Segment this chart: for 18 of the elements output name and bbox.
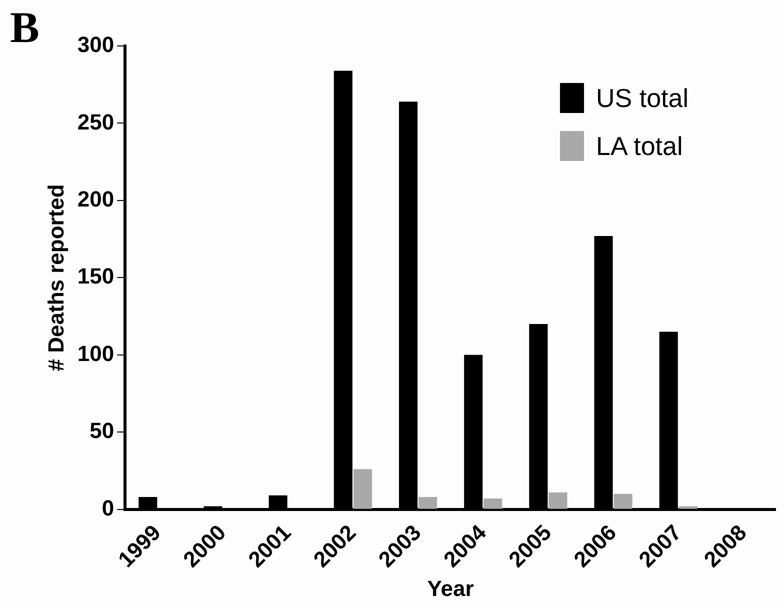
chart-title: B — [10, 2, 40, 53]
bar — [548, 492, 568, 509]
bar — [418, 496, 438, 509]
x-axis-title: Year — [427, 576, 474, 601]
y-tick-label: 200 — [77, 186, 114, 212]
bar — [678, 506, 698, 509]
y-tick-label: 150 — [77, 264, 114, 289]
y-tick-label: 100 — [77, 340, 114, 366]
y-tick-label: 300 — [77, 32, 114, 58]
y-axis-title: # Deaths reported — [43, 184, 68, 372]
bar — [353, 469, 372, 509]
y-tick-label: 0 — [102, 495, 114, 520]
legend-label: LA total — [596, 130, 683, 162]
bar — [614, 494, 632, 509]
legend-label: US total — [596, 82, 688, 114]
bar — [484, 498, 502, 509]
y-tick-label: 50 — [90, 418, 114, 444]
y-tick-label: 250 — [77, 109, 114, 134]
